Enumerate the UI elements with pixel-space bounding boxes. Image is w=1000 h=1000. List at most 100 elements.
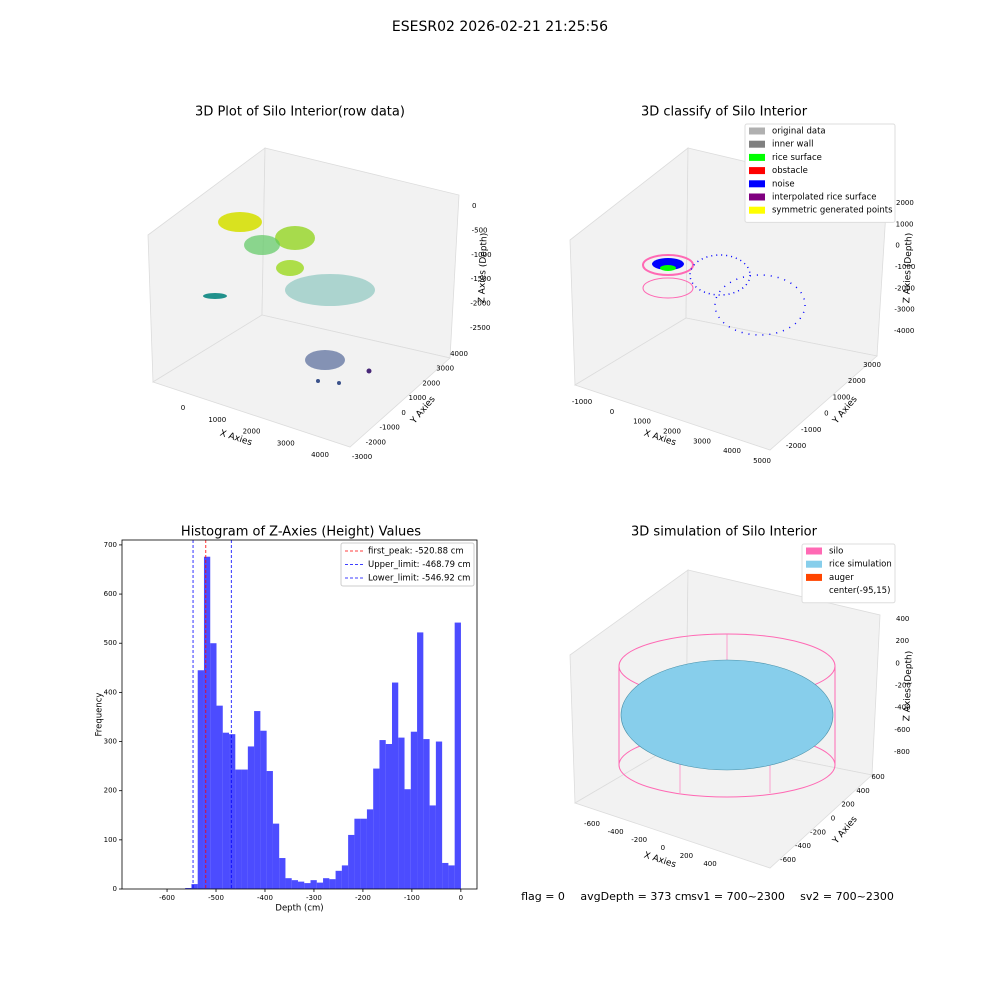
legend-label: original data [772,127,826,137]
x-axis-label: Depth (cm) [275,904,323,914]
y-tick-label: 600 [871,773,884,781]
z-tick-label: -800 [894,748,910,756]
legend-swatch [749,193,765,201]
x-tick-label: 0 [459,894,463,902]
bar [379,740,386,889]
y-tick-label: 500 [104,639,117,647]
legend-swatch [749,127,765,135]
x-tick-label: 0 [610,408,614,416]
figure-title: ESESR02 2026-02-21 21:25:56 [392,19,608,35]
y-tick-label: 400 [104,688,117,696]
legend-box [744,123,896,223]
legend-label: Upper_limit: -468.79 cm [368,560,471,570]
y-tick-label: 2000 [422,379,440,387]
bar [260,730,267,889]
x-tick-label: 5000 [753,457,771,465]
z-axis-label: Z Axies (Depth) [477,233,489,304]
legend-label: interpolated rice surface [772,193,877,203]
bar [391,682,399,889]
x-tick-label: 2000 [663,428,681,436]
y-tick-label: 3000 [436,365,454,373]
bar [285,878,292,889]
bar [272,823,280,889]
bar [310,880,317,889]
y-tick-label: 0 [831,815,835,823]
z-tick-label: 2000 [896,199,914,207]
y-tick-label: -1000 [380,424,400,432]
y-tick-label: 3000 [863,361,881,369]
bar [279,858,286,889]
bar [435,741,443,889]
bar [235,769,242,889]
bar [210,643,217,889]
z-tick-label: 0 [472,202,476,210]
x-tick-label: -400 [608,828,624,836]
bar [385,743,392,889]
bar [348,834,355,889]
y-tick-label: 600 [104,590,117,598]
status: avgDepth = 373 cm [580,890,691,903]
bar [191,884,198,889]
legend-label: rice simulation [829,560,892,570]
bar [366,809,374,889]
legend-swatch [749,206,765,214]
x-tick-label: 4000 [311,451,329,459]
x-tick-label: -500 [208,894,224,902]
bar [398,737,405,889]
y-tick-label: 4000 [450,350,468,358]
x-tick-label: -1000 [572,398,592,406]
z-tick-label: -2500 [470,324,490,332]
legend-label: center(-95,15) [829,586,890,596]
z-tick-label: -2000 [470,300,490,308]
y-tick-label: 300 [104,738,117,746]
y-tick-label: -2000 [786,442,806,450]
bar [316,882,324,889]
bar [354,818,361,889]
z-tick-label: -4000 [894,327,914,335]
x-tick-label: 2000 [243,428,261,436]
legend-label: symmetric generated points [772,206,893,216]
z-axis-label: Z Axies (Depth) [902,233,914,304]
z-tick-label: 400 [896,615,909,623]
bar [454,622,461,889]
bar [241,769,248,889]
x-tick-label: -300 [306,894,322,902]
legend-swatch [806,560,822,568]
bar [291,880,298,889]
status: sv1 = 700~2300 [691,890,785,903]
bar [341,865,349,889]
x-tick-label: 1000 [633,418,651,426]
x-tick-label: -600 [584,820,600,828]
bar [297,881,305,889]
bar [373,768,380,889]
y-tick-label: 700 [104,541,117,549]
y-tick-label: 100 [104,836,117,844]
y-tick-label: -3000 [352,453,372,461]
bar [323,878,330,889]
z-tick-label: -3000 [894,306,914,314]
z-tick-label: -1000 [895,263,915,271]
x-tick-label: -100 [404,894,420,902]
x-tick-label: 4000 [723,447,741,455]
point-cloud [203,212,375,385]
status: flag = 0 [521,890,565,903]
panel-title: 3D simulation of Silo Interior [631,525,818,540]
bar [429,805,436,889]
legend-swatch [806,547,822,555]
legend-label: Lower_limit: -546.92 cm [368,574,470,584]
panel-title: 3D classify of Silo Interior [641,105,808,120]
y-tick-label: -600 [780,856,796,864]
y-tick-label: -2000 [366,438,386,446]
bar [216,705,223,889]
legend-label: rice surface [772,153,822,163]
bar [360,818,367,889]
legend-label: silo [829,547,843,557]
z-tick-label: -2000 [895,284,915,292]
x-axis-label: X Axies [642,851,677,871]
y-tick-label: 0 [824,410,828,418]
legend-swatch [749,167,765,175]
bar [448,865,455,889]
status: sv2 = 700~2300 [800,890,894,903]
z-tick-label: 1000 [896,220,914,228]
